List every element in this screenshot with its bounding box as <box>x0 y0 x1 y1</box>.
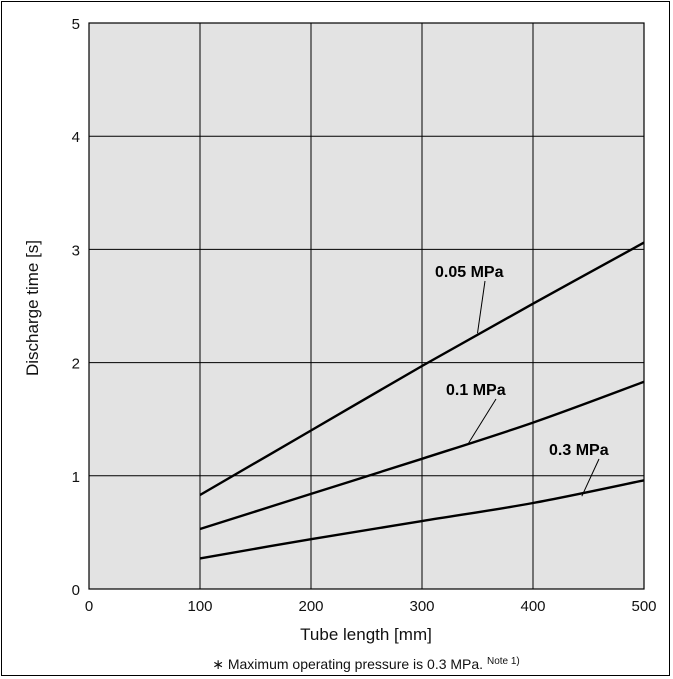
y-tick-label: 1 <box>72 469 80 486</box>
x-tick-label: 0 <box>85 598 93 615</box>
y-axis-label: Discharge time [s] <box>23 240 42 376</box>
plot-area <box>88 22 645 590</box>
x-tick-label: 200 <box>298 598 323 615</box>
x-tick-label: 100 <box>187 598 212 615</box>
series-label-2: 0.3 MPa <box>549 442 609 459</box>
series-label-1: 0.1 MPa <box>446 382 506 399</box>
series-label-0: 0.05 MPa <box>435 264 504 281</box>
series-line-2 <box>199 479 645 560</box>
series-leader-0 <box>477 280 486 334</box>
x-tick-label: 300 <box>409 598 434 615</box>
series-line-1 <box>199 380 645 531</box>
x-axis-label: Tube length [mm] <box>300 625 432 644</box>
y-tick-label: 0 <box>72 582 80 599</box>
series-leader-1 <box>468 398 497 444</box>
x-tick-label: 400 <box>520 598 545 615</box>
footnote-note: Note 1) <box>487 656 520 667</box>
series-line-0 <box>199 241 645 497</box>
y-tick-label: 2 <box>72 356 80 373</box>
x-tick-label: 500 <box>631 598 656 615</box>
footnote-text: ∗ Maximum operating pressure is 0.3 MPa. <box>212 656 483 672</box>
footnote: ∗ Maximum operating pressure is 0.3 MPa.… <box>212 656 520 672</box>
y-tick-label: 4 <box>72 129 80 146</box>
y-tick-label: 3 <box>72 242 80 259</box>
y-tick-label: 5 <box>72 16 80 33</box>
series-leader-2 <box>581 458 600 497</box>
